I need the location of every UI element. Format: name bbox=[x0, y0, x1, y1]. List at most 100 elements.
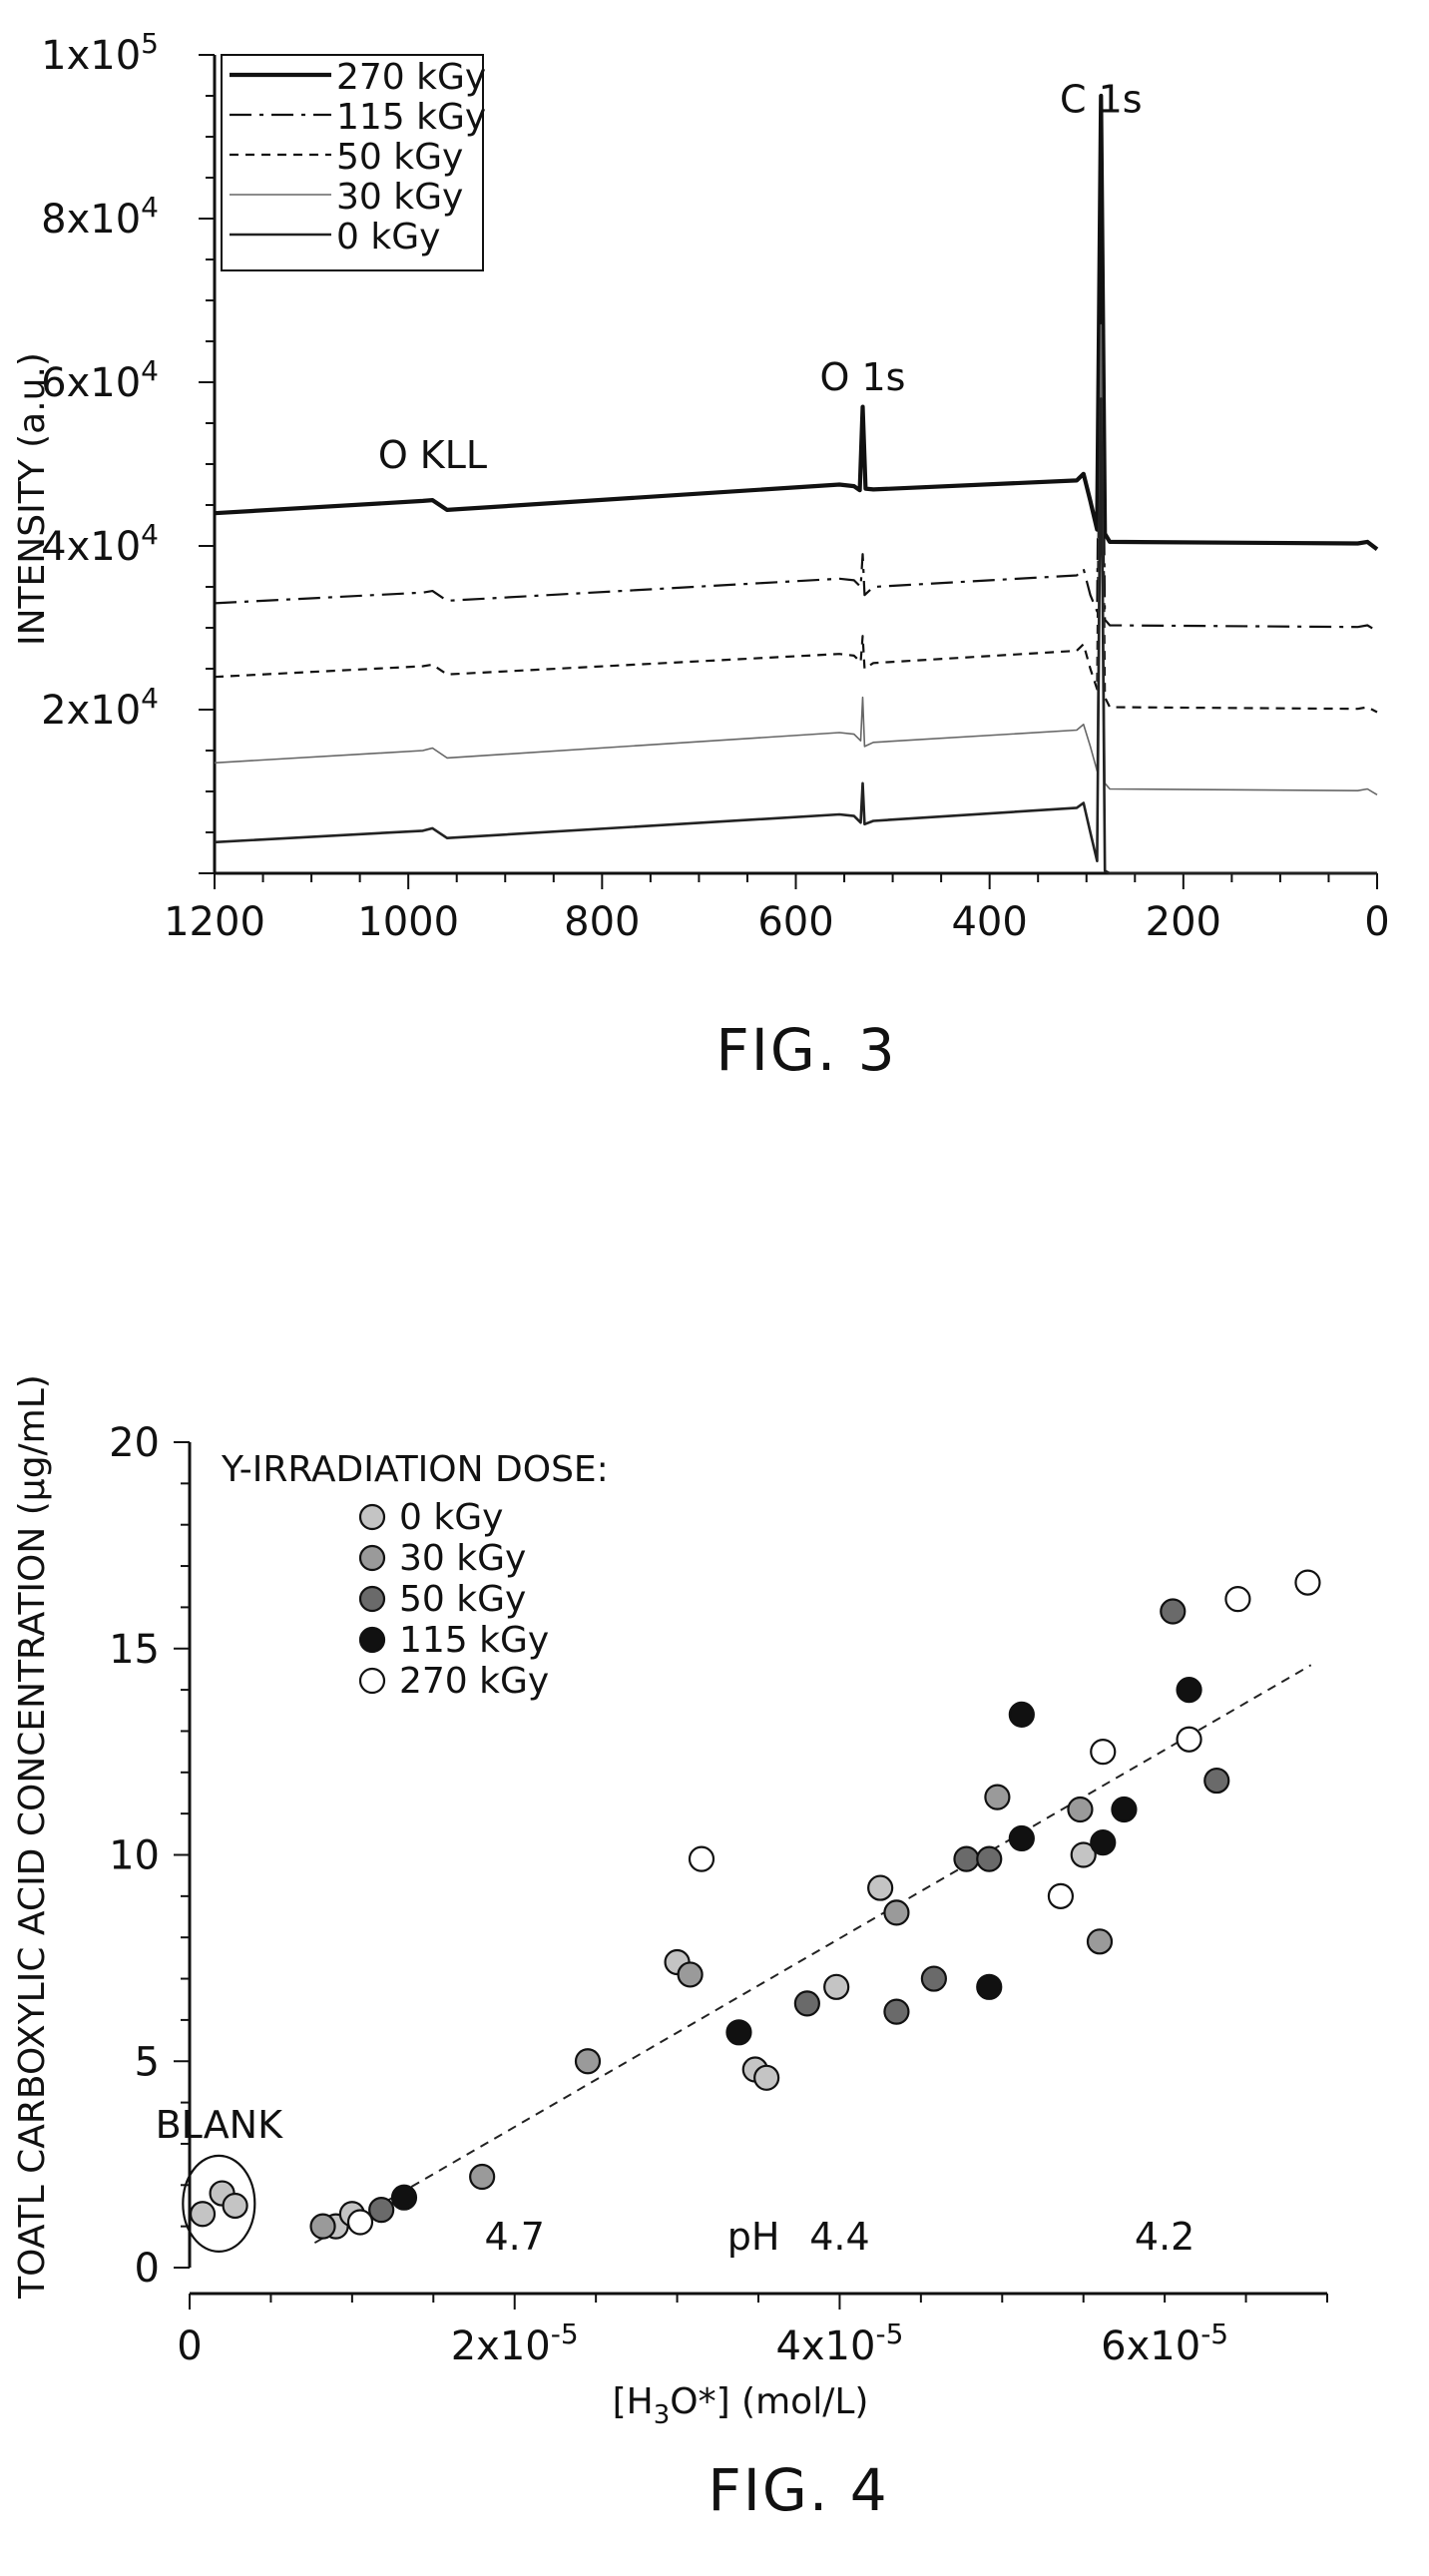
fig4-x-tick-label: 4x10-5 bbox=[775, 2318, 903, 2369]
fig4-x-title-part: [H bbox=[613, 2381, 654, 2422]
fig3-y-tick-label-exp: 5 bbox=[141, 27, 159, 60]
fig4-point-50-kgy bbox=[1160, 1598, 1187, 1625]
fig4-point-270-kgy bbox=[1176, 1726, 1202, 1753]
fig4-point-50-kgy bbox=[953, 1845, 980, 1872]
fig4-legend-label: 30 kGy bbox=[399, 1538, 526, 1579]
fig4-x-tick-label: 6x10-5 bbox=[1101, 2318, 1228, 2369]
fig3-x-tick-label: 200 bbox=[1146, 899, 1221, 945]
fig4-point-115-kgy bbox=[725, 2019, 752, 2046]
fig4-x-axis-title: [H3O*] (mol/L) bbox=[613, 2381, 869, 2430]
fig4-blank-label: BLANK bbox=[156, 2103, 284, 2147]
fig3-legend-label: 0 kGy bbox=[336, 217, 440, 258]
fig4-point-115-kgy bbox=[1111, 1796, 1138, 1823]
fig4-point-115-kgy bbox=[1176, 1676, 1202, 1704]
fig4-trendline-path bbox=[313, 1664, 1312, 2245]
fig3-series-line-115-kgy bbox=[214, 168, 1378, 633]
fig4-legend-marker bbox=[358, 1626, 386, 1654]
fig4-x-tick-label-base: 2x10 bbox=[451, 2323, 551, 2369]
fig4-y-tick-label: 0 bbox=[135, 2246, 160, 2292]
fig4-x-tick-label-base: 0 bbox=[177, 2323, 202, 2369]
fig4-ph-scale: 4.7 4.4 4.2 pH bbox=[484, 2215, 1194, 2259]
fig4-blank-ellipse bbox=[182, 2154, 256, 2254]
fig3-x-tick-label: 400 bbox=[951, 899, 1027, 945]
fig3-x-tick-label: 1200 bbox=[164, 899, 265, 945]
fig3-y-tick-label-exp: 4 bbox=[141, 354, 159, 387]
fig3-legend-label: 30 kGy bbox=[336, 177, 463, 218]
fig3-y-axis-title: INTENSITY (a.u.) bbox=[12, 352, 53, 646]
fig4-point-30-kgy bbox=[883, 1899, 910, 1926]
fig4-point-270-kgy bbox=[1047, 1882, 1075, 1909]
fig3-y-tick-label: 4x104 bbox=[41, 518, 159, 570]
fig3-series-line-50-kgy bbox=[214, 242, 1378, 714]
fig3-y-tick-label-base: 4x10 bbox=[41, 524, 141, 570]
fig3-y-tick-label-exp: 4 bbox=[141, 191, 159, 224]
fig4-point-115-kgy bbox=[1008, 1701, 1035, 1729]
fig4-legend-title: Y-IRRADIATION DOSE: bbox=[221, 1449, 609, 1490]
fig4-x-title-part: O*] (mol/L) bbox=[670, 2381, 868, 2422]
fig4-point-50-kgy bbox=[883, 1998, 910, 2025]
fig4-ph-value: 4.7 bbox=[484, 2215, 544, 2259]
fig4-point-50-kgy bbox=[920, 1965, 947, 1992]
fig3-y-tick-label-base: 8x10 bbox=[41, 197, 141, 243]
fig4-legend-marker bbox=[358, 1585, 386, 1613]
fig4-point-0-kgy bbox=[222, 2192, 248, 2220]
fig4-y-axis-title: TOATL CARBOXYLIC ACID CONCENTRATION (µg/… bbox=[12, 1374, 53, 2300]
fig4-point-115-kgy bbox=[976, 1973, 1003, 2000]
fig3-x-tick-label: 0 bbox=[1364, 899, 1389, 945]
fig4-point-0-kgy bbox=[823, 1973, 850, 2000]
fig4-legend-label: 50 kGy bbox=[399, 1579, 526, 1620]
fig4-x-tick-label-exp: -5 bbox=[1200, 2318, 1228, 2350]
fig3-annotation: C 1s bbox=[1060, 77, 1143, 121]
fig3-annotation: O KLL bbox=[378, 433, 487, 477]
fig4-x-tick-label-exp: -5 bbox=[875, 2318, 903, 2350]
fig4-legend-marker bbox=[358, 1667, 386, 1695]
fig4-point-0-kgy bbox=[753, 2064, 780, 2091]
fig4-point-270-kgy bbox=[1090, 1739, 1117, 1766]
fig3-x-tick-label: 600 bbox=[757, 899, 833, 945]
fig3-legend-label: 270 kGy bbox=[336, 57, 486, 98]
fig4-x-tick-label-base: 4x10 bbox=[775, 2323, 875, 2369]
fig4-point-50-kgy bbox=[793, 1990, 820, 2017]
fig4-point-115-kgy bbox=[1090, 1828, 1117, 1856]
fig4-x-tick-label: 2x10-5 bbox=[451, 2318, 579, 2369]
fig4-point-270-kgy bbox=[1294, 1569, 1321, 1596]
fig3-series-line-30-kgy bbox=[214, 323, 1378, 795]
fig4-point-0-kgy bbox=[1070, 1841, 1097, 1868]
fig4-point-270-kgy bbox=[346, 2209, 374, 2236]
fig4-x-tick-label-exp: -5 bbox=[551, 2318, 579, 2350]
fig4-point-30-kgy bbox=[984, 1784, 1011, 1810]
fig3-y-tick-label: 8x104 bbox=[41, 191, 159, 243]
fig4-point-30-kgy bbox=[1086, 1928, 1114, 1955]
fig3-y-tick-label-base: 1x10 bbox=[41, 33, 141, 79]
fig4-legend-marker bbox=[358, 1503, 386, 1531]
fig3-y-tick-label: 6x104 bbox=[41, 354, 159, 406]
fig3-series-lines bbox=[214, 93, 1379, 875]
fig3-x-tick-label: 800 bbox=[564, 899, 640, 945]
fig4-caption: FIG. 4 bbox=[708, 2456, 888, 2524]
fig3-y-tick-label-base: 2x10 bbox=[41, 688, 141, 734]
fig4-point-50-kgy bbox=[1203, 1767, 1230, 1795]
fig4-point-115-kgy bbox=[390, 2184, 418, 2211]
fig4-point-115-kgy bbox=[1008, 1824, 1035, 1852]
fig4-axes-frame bbox=[188, 1442, 1327, 2296]
fig3-legend-label: 50 kGy bbox=[336, 137, 463, 178]
fig3-caption: FIG. 3 bbox=[715, 1016, 896, 1084]
fig4-x-tick-label-base: 6x10 bbox=[1101, 2323, 1200, 2369]
fig4-legend-label: 0 kGy bbox=[399, 1497, 503, 1538]
fig3-series-line-0-kgy bbox=[214, 397, 1377, 875]
fig3-legend-label: 115 kGy bbox=[336, 97, 486, 138]
fig3-y-tick-label-exp: 4 bbox=[141, 518, 159, 551]
fig4-point-270-kgy bbox=[688, 1845, 715, 1872]
fig4-point-30-kgy bbox=[574, 2048, 602, 2075]
fig3-series-line-270-kgy bbox=[214, 93, 1379, 551]
fig3-annotation: O 1s bbox=[820, 355, 906, 399]
fig4-point-30-kgy bbox=[1067, 1796, 1094, 1823]
fig4-y-tick-label: 20 bbox=[109, 1420, 160, 1466]
fig4-y-tick-label: 5 bbox=[135, 2039, 160, 2085]
fig4-point-30-kgy bbox=[469, 2163, 496, 2191]
